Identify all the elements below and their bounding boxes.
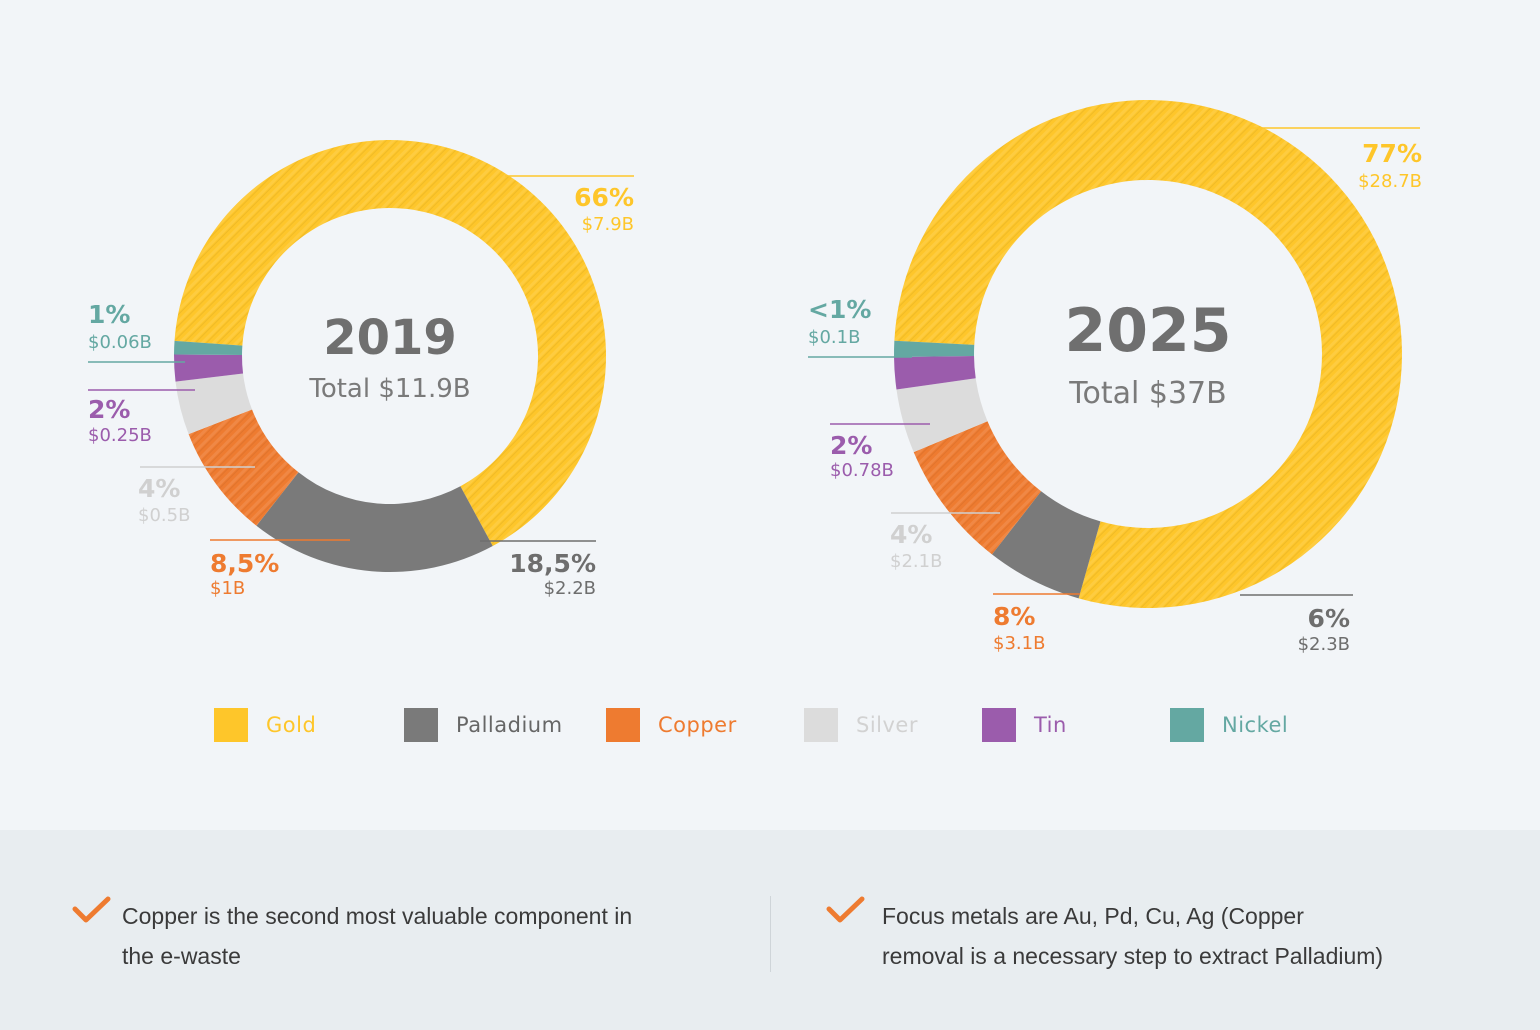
- pct-label-gold: 77%: [1362, 139, 1422, 168]
- divider: [770, 896, 771, 972]
- takeaways-panel: Copper is the second most valuable compo…: [0, 830, 1540, 1030]
- pct-label-palladium: 6%: [1308, 604, 1350, 633]
- pct-label-silver: 4%: [890, 520, 932, 549]
- takeaway-text: Focus metals are Au, Pd, Cu, Ag (Copper …: [882, 896, 1383, 976]
- takeaway-focus-metals: Focus metals are Au, Pd, Cu, Ag (Copper …: [826, 896, 1383, 976]
- legend-label-nickel: Nickel: [1222, 713, 1289, 737]
- legend-item-palladium: Palladium: [404, 707, 563, 743]
- pct-label-tin: 2%: [88, 395, 130, 424]
- slice-hatch-gold: [174, 140, 606, 547]
- legend-swatch-gold: [214, 708, 248, 742]
- center-year: 2025: [1065, 296, 1232, 366]
- takeaway-text: Copper is the second most valuable compo…: [122, 896, 632, 976]
- value-label-tin: $0.25B: [88, 425, 152, 446]
- slice-hatch-gold: [894, 99, 1402, 608]
- pct-label-nickel: 1%: [88, 300, 130, 329]
- takeaway-copper: Copper is the second most valuable compo…: [72, 896, 632, 976]
- center-total: Total $37B: [1068, 376, 1226, 411]
- legend-swatch-nickel: [1170, 708, 1204, 742]
- donut-chart-2025: 77% $28.7B 6%$2.3B 8%$3.1B 4%$2.1B 2%$0.78B <1…: [808, 99, 1422, 655]
- value-label-palladium: $2.2B: [544, 578, 596, 599]
- checkmark-icon: [826, 896, 865, 923]
- value-label-silver: $2.1B: [890, 551, 942, 572]
- legend-swatch-palladium: [404, 708, 438, 742]
- legend-swatch-tin: [982, 708, 1016, 742]
- legend-item-tin: Tin: [982, 707, 1067, 743]
- value-label-copper: $3.1B: [993, 633, 1045, 654]
- legend-swatch-copper: [606, 708, 640, 742]
- slice-hatch-copper: [913, 421, 1042, 555]
- legend: Gold Palladium Copper Silver Tin Nickel: [0, 707, 1540, 747]
- legend-label-tin: Tin: [1034, 713, 1067, 737]
- donut-charts-canvas: 66%$7.9B18,5%$2.2B8,5%$1B4%$0.5B2%$0.25B…: [88, 99, 1422, 655]
- slice-nickel: [894, 340, 975, 357]
- legend-swatch-silver: [804, 708, 838, 742]
- value-label-tin: $0.78B: [830, 460, 894, 481]
- pct-label-nickel: <1%: [808, 295, 871, 324]
- pct-label-copper: 8%: [993, 602, 1035, 631]
- pct-label-silver: 4%: [138, 474, 180, 503]
- checkmark-icon: [72, 896, 111, 923]
- pct-label-tin: 2%: [830, 431, 872, 460]
- legend-item-gold: Gold: [214, 707, 316, 743]
- center-total: Total $11.9B: [308, 374, 470, 404]
- value-label-copper: $1B: [210, 578, 245, 599]
- takeaway-line: removal is a necessary step to extract P…: [882, 943, 1384, 969]
- value-label-nickel: $0.06B: [88, 332, 152, 353]
- legend-label-silver: Silver: [856, 713, 918, 737]
- donut-chart-2019: 66%$7.9B 18,5%$2.2B 8,5%$1B 4%$0.5B 2%$0.25B…: [88, 140, 634, 599]
- slice-tin: [894, 356, 976, 390]
- legend-item-silver: Silver: [804, 707, 918, 743]
- value-label-gold: $7.9B: [582, 214, 634, 235]
- legend-item-nickel: Nickel: [1170, 707, 1288, 743]
- takeaway-line: the e-waste: [122, 943, 241, 969]
- slice-nickel: [174, 340, 243, 355]
- legend-item-copper: Copper: [606, 707, 737, 743]
- pct-label-palladium: 18,5%: [509, 549, 596, 578]
- slice-silver: [175, 373, 253, 435]
- slice-tin: [174, 354, 244, 382]
- value-label-palladium: $2.3B: [1298, 634, 1350, 655]
- center-year: 2019: [323, 310, 457, 366]
- slice-silver: [896, 378, 988, 453]
- value-label-gold: $28.7B: [1358, 171, 1422, 192]
- value-label-nickel: $0.1B: [808, 327, 860, 348]
- legend-label-copper: Copper: [658, 713, 737, 737]
- value-label-silver: $0.5B: [138, 505, 190, 526]
- legend-label-gold: Gold: [266, 713, 317, 737]
- legend-label-palladium: Palladium: [456, 713, 563, 737]
- pct-label-gold: 66%: [574, 183, 634, 212]
- takeaway-line: Focus metals are Au, Pd, Cu, Ag (Copper: [882, 903, 1304, 929]
- pct-label-copper: 8,5%: [210, 549, 279, 578]
- takeaway-line: Copper is the second most valuable compo…: [122, 903, 633, 929]
- slice-palladium: [991, 491, 1101, 599]
- slice-palladium: [256, 472, 493, 573]
